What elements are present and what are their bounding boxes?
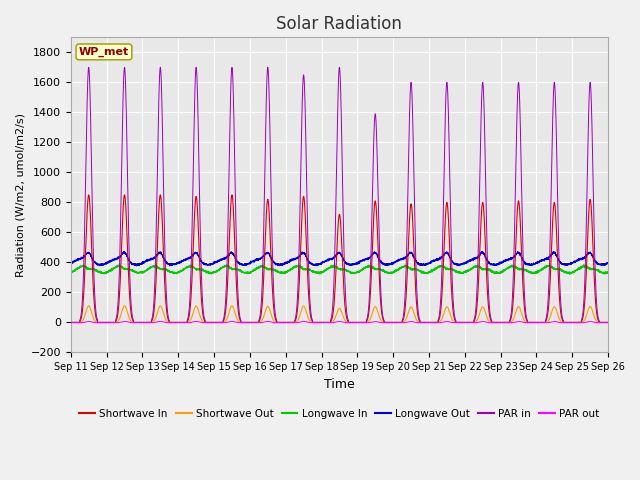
Text: WP_met: WP_met: [79, 47, 129, 57]
Title: Solar Radiation: Solar Radiation: [276, 15, 403, 33]
X-axis label: Time: Time: [324, 378, 355, 391]
Legend: Shortwave In, Shortwave Out, Longwave In, Longwave Out, PAR in, PAR out: Shortwave In, Shortwave Out, Longwave In…: [76, 405, 604, 423]
Y-axis label: Radiation (W/m2, umol/m2/s): Radiation (W/m2, umol/m2/s): [15, 113, 25, 277]
